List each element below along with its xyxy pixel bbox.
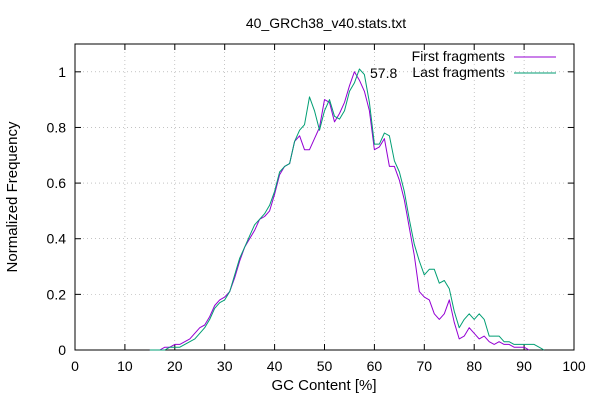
- y-tick-label: 0: [58, 342, 66, 358]
- y-axis-title: Normalized Frequency: [4, 121, 21, 272]
- x-tick-label: 90: [516, 358, 532, 374]
- y-tick-label: 0.4: [47, 231, 67, 247]
- legend-label-last: Last fragments: [412, 64, 505, 80]
- series-line-first-fragments: [149, 71, 530, 351]
- y-tick-label: 0.8: [47, 119, 67, 135]
- x-tick-label: 60: [367, 358, 383, 374]
- x-tick-label: 80: [466, 358, 482, 374]
- x-tick-label: 30: [217, 358, 233, 374]
- x-tick-label: 40: [267, 358, 283, 374]
- y-tick-label: 1: [58, 64, 66, 80]
- axis-ticks: 0 10 20 30 40 50 60 70 80 90 100 0 0.2 0.4 0.6 0.8 1: [47, 44, 586, 374]
- series-line-last-fragments: [149, 68, 545, 351]
- x-tick-label: 50: [317, 358, 333, 374]
- x-tick-label: 70: [417, 358, 433, 374]
- grid: [75, 44, 574, 350]
- x-tick-label: 20: [167, 358, 183, 374]
- series-lines: [149, 68, 545, 351]
- x-tick-label: 0: [71, 358, 79, 374]
- chart-title: 40_GRCh38_v40.stats.txt: [246, 15, 406, 31]
- legend-label-first: First fragments: [412, 48, 505, 64]
- legend: First fragments Last fragments: [412, 48, 556, 80]
- y-tick-label: 0.2: [47, 286, 67, 302]
- x-axis-title: GC Content [%]: [271, 377, 376, 394]
- peak-annotation: 57.8: [370, 65, 397, 81]
- y-tick-label: 0.6: [47, 175, 67, 191]
- x-tick-label: 10: [117, 358, 133, 374]
- x-tick-label: 100: [562, 358, 586, 374]
